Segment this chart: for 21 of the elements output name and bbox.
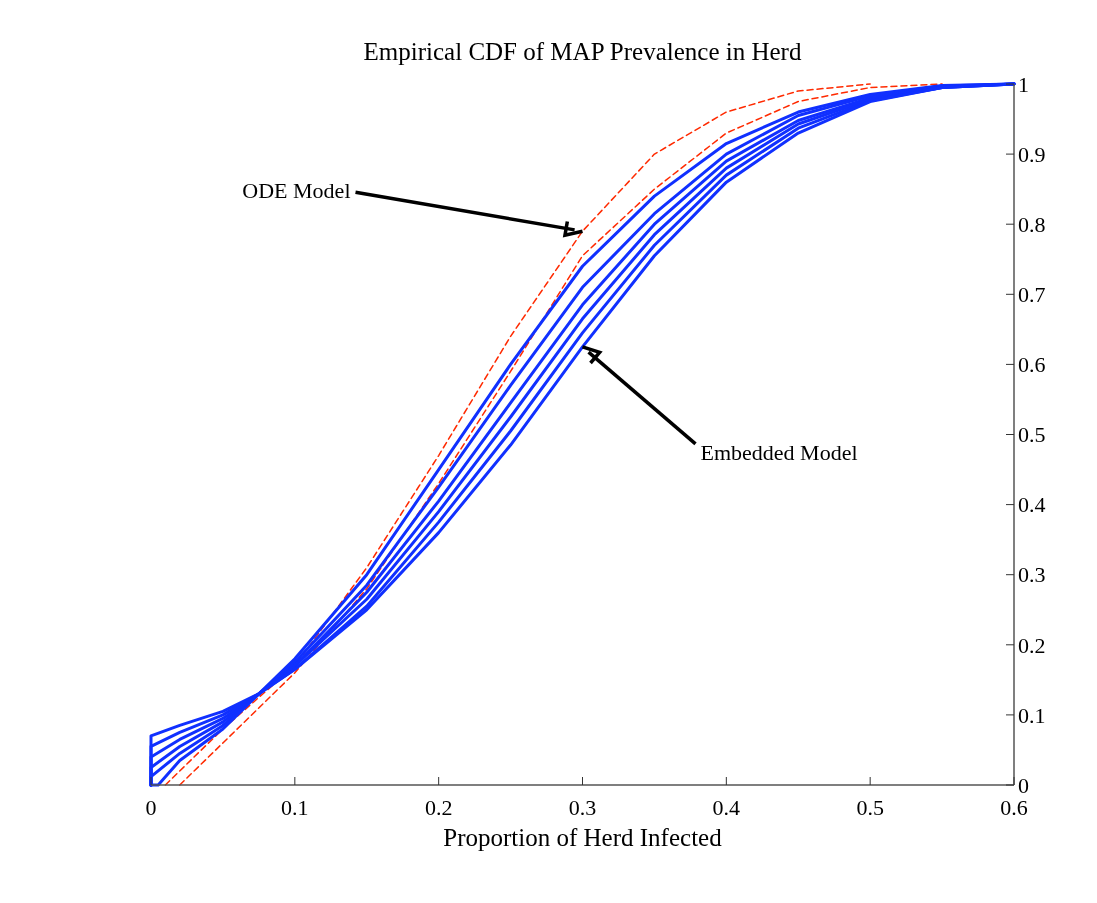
y-tick-label: 0.8 bbox=[1018, 211, 1046, 237]
y-tick-label: 0.2 bbox=[1018, 632, 1046, 658]
y-tick-label: 0.1 bbox=[1018, 702, 1046, 728]
x-axis-title: Proportion of Herd Infected bbox=[443, 824, 723, 851]
x-tick-label: 0 bbox=[145, 795, 157, 820]
x-tick-label: 0.5 bbox=[856, 795, 884, 820]
chart-title: Empirical CDF of MAP Prevalence in Herd bbox=[363, 38, 802, 65]
x-tick-label: 0.2 bbox=[424, 795, 453, 820]
y-tick-label: 0 bbox=[1018, 772, 1029, 798]
annotation: ODE Model bbox=[242, 178, 351, 204]
y-tick-label: 0.4 bbox=[1018, 492, 1046, 518]
y-tick-label: 1 bbox=[1018, 71, 1029, 97]
y-tick-label: 0.7 bbox=[1018, 282, 1046, 307]
annotation: Embedded Model bbox=[700, 439, 858, 465]
x-tick-label: 0.3 bbox=[568, 795, 597, 820]
y-tick-label: 0.3 bbox=[1018, 562, 1046, 588]
y-tick-label: 0.6 bbox=[1018, 352, 1046, 378]
y-tick-label: 0.5 bbox=[1018, 422, 1046, 448]
x-tick-label: 0.4 bbox=[712, 795, 741, 820]
x-tick-label: 0.1 bbox=[281, 795, 309, 820]
y-tick-label: 0.9 bbox=[1018, 141, 1046, 167]
